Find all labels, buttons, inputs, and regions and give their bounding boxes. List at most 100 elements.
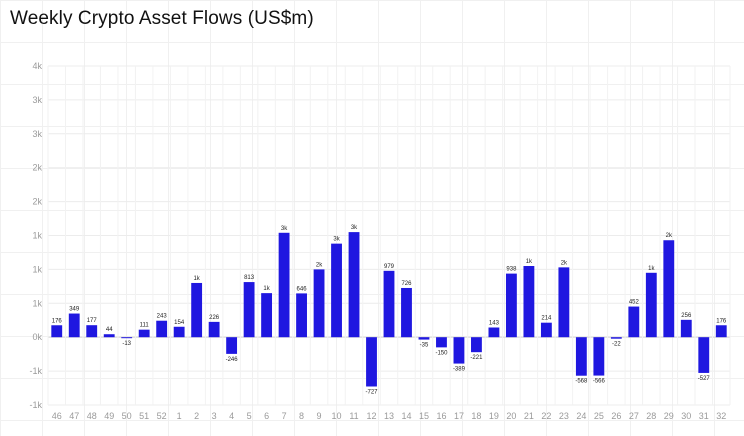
bar xyxy=(471,337,482,353)
data-label: -150 xyxy=(435,350,448,356)
bar xyxy=(51,325,63,338)
bar xyxy=(208,321,220,338)
bar xyxy=(348,232,360,338)
data-label: -246 xyxy=(226,357,239,363)
chart-gridlines xyxy=(47,65,731,406)
y-tick-label: 1k xyxy=(32,298,42,308)
bar xyxy=(103,334,115,338)
chart-title: Weekly Crypto Asset Flows (US$m) xyxy=(10,8,314,29)
x-tick-label: 16 xyxy=(436,411,446,421)
x-tick-label: 3 xyxy=(212,411,217,421)
bar xyxy=(488,327,500,338)
x-tick-label: 23 xyxy=(559,411,569,421)
data-label: -13 xyxy=(122,341,131,347)
bar xyxy=(156,320,168,338)
data-label: 3k xyxy=(333,237,340,243)
data-label: 111 xyxy=(140,323,150,329)
x-tick-label: 19 xyxy=(489,411,499,421)
bar xyxy=(366,337,377,387)
x-tick-label: 4 xyxy=(229,411,234,421)
x-tick-label: 17 xyxy=(454,411,464,421)
bar xyxy=(191,282,203,338)
x-tick-label: 52 xyxy=(157,411,167,421)
x-tick-label: 26 xyxy=(611,411,621,421)
bar xyxy=(296,293,307,338)
data-label: -221 xyxy=(470,355,483,361)
y-tick-label: 3k xyxy=(32,129,42,139)
data-label: -527 xyxy=(698,376,711,382)
y-tick-label: 2k xyxy=(32,197,42,207)
data-label: -22 xyxy=(612,342,621,348)
bar xyxy=(523,266,535,338)
x-tick-label: 2 xyxy=(194,411,199,421)
x-tick-label: 15 xyxy=(419,411,429,421)
data-label: -727 xyxy=(366,389,379,395)
data-labels: 176 349 177 44 -13 111 243 154 1k 226 -246 813 1k 3k 6… xyxy=(52,225,727,395)
bar xyxy=(558,267,570,338)
y-tick-label: 1k xyxy=(32,231,42,241)
data-label: 3k xyxy=(351,225,358,231)
bar xyxy=(261,293,273,338)
y-tick-label: -1k xyxy=(29,366,42,376)
data-label: 256 xyxy=(681,313,692,319)
data-label: -35 xyxy=(420,343,429,349)
bar xyxy=(453,337,465,364)
data-label: 1k xyxy=(193,276,200,282)
data-label: 214 xyxy=(541,316,552,322)
bar xyxy=(436,337,447,348)
data-label: 44 xyxy=(106,327,113,333)
data-label: 2k xyxy=(666,233,673,239)
y-tick-label: 4k xyxy=(32,61,42,71)
data-label: 143 xyxy=(489,321,500,327)
data-label: 938 xyxy=(506,267,517,273)
bar xyxy=(715,325,727,338)
y-tick-label: -1k xyxy=(29,400,42,410)
x-tick-label: 51 xyxy=(139,411,149,421)
data-label: 243 xyxy=(157,314,168,320)
bar xyxy=(86,325,98,338)
x-tick-label: 5 xyxy=(247,411,252,421)
x-tick-label: 1 xyxy=(177,411,182,421)
bars xyxy=(51,232,727,387)
x-tick-label: 13 xyxy=(384,411,394,421)
data-label: 1k xyxy=(263,286,270,292)
bar xyxy=(138,329,150,338)
data-label: 176 xyxy=(716,318,727,324)
bar xyxy=(610,337,622,339)
x-tick-label: 24 xyxy=(576,411,586,421)
x-tick-label: 14 xyxy=(401,411,411,421)
bar xyxy=(505,273,517,338)
bar xyxy=(173,326,185,338)
bar xyxy=(278,232,290,338)
x-tick-label: 50 xyxy=(122,411,132,421)
data-label: 646 xyxy=(297,286,308,292)
x-tick-label: 9 xyxy=(317,411,322,421)
x-tick-label: 27 xyxy=(629,411,639,421)
bar xyxy=(663,240,675,338)
bar xyxy=(383,270,395,338)
y-tick-label: 0k xyxy=(32,332,42,342)
data-label: 452 xyxy=(629,300,640,306)
data-label: 177 xyxy=(87,318,98,324)
x-tick-label: 6 xyxy=(264,411,269,421)
x-tick-label: 49 xyxy=(104,411,114,421)
data-label: 154 xyxy=(174,320,185,326)
bar xyxy=(121,337,133,339)
data-label: -389 xyxy=(453,367,466,373)
x-tick-label: 22 xyxy=(541,411,551,421)
x-tick-label: 12 xyxy=(367,411,377,421)
data-label: 979 xyxy=(384,264,395,270)
x-tick-label: 47 xyxy=(69,411,79,421)
x-tick-label: 46 xyxy=(52,411,62,421)
x-tick-label: 18 xyxy=(471,411,481,421)
x-tick-label: 30 xyxy=(681,411,691,421)
x-tick-label: 20 xyxy=(506,411,516,421)
data-label: 2k xyxy=(561,260,568,266)
bar xyxy=(243,282,255,338)
data-label: 1k xyxy=(526,259,533,265)
x-tick-label: 32 xyxy=(716,411,726,421)
x-tick-label: 10 xyxy=(332,411,342,421)
x-tick-label: 25 xyxy=(594,411,604,421)
bar xyxy=(418,337,430,340)
